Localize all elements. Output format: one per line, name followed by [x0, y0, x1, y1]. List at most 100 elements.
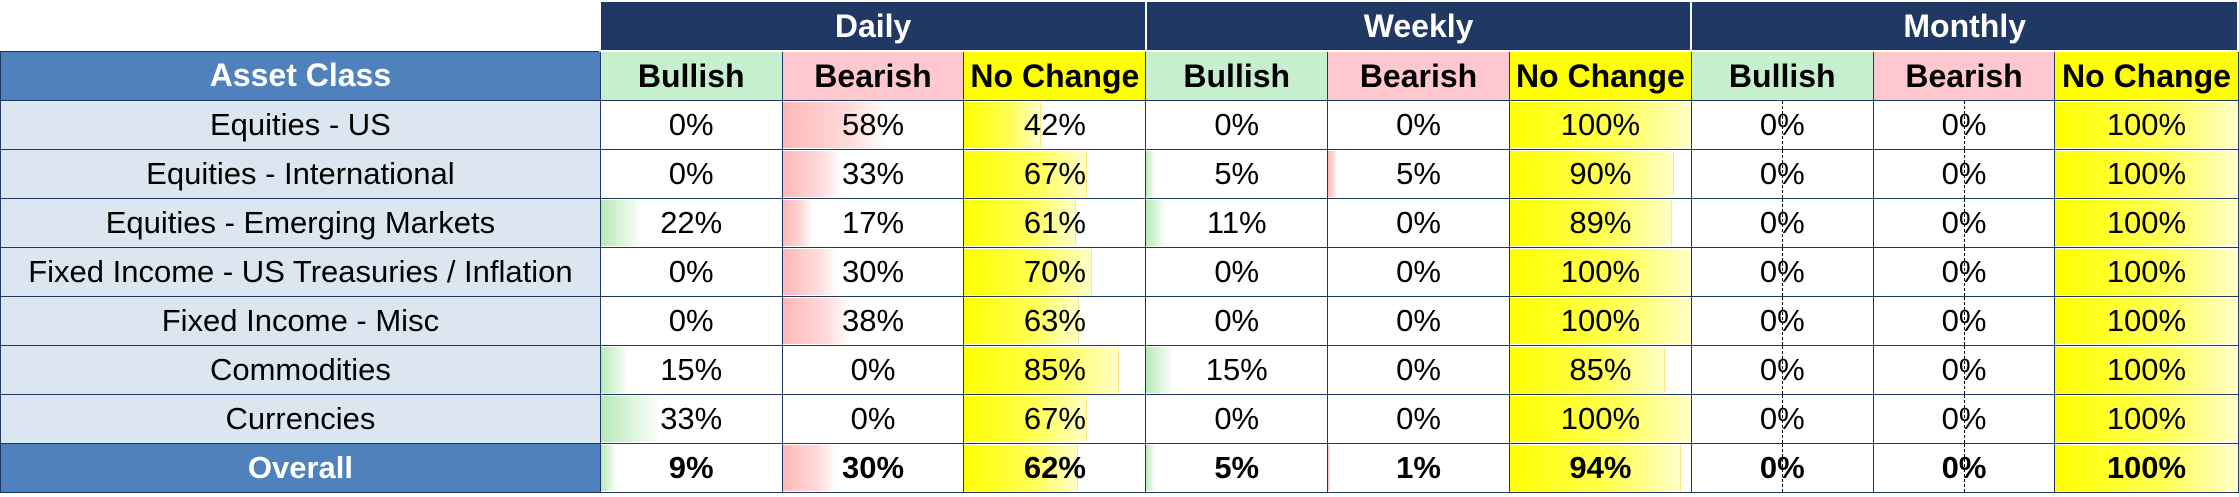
percent-value: 100%	[2106, 450, 2187, 485]
weekly-no-change-cell: 94%	[1508, 443, 1692, 493]
percent-value: 5%	[1396, 156, 1441, 191]
data-bar-axis	[1782, 395, 1784, 443]
monthly-bearish-header: Bearish	[1872, 50, 2056, 101]
percent-value: 0%	[1941, 450, 1987, 485]
daily-bullish-cell: 0%	[599, 149, 783, 199]
daily-no-change-cell: 67%	[963, 394, 1147, 444]
bullish-data-bar	[1146, 445, 1156, 491]
percent-value: 0%	[850, 352, 896, 387]
percent-value: 90%	[1569, 156, 1632, 191]
no-change-data-bar	[964, 102, 1042, 148]
percent-value: 0%	[1759, 303, 1805, 338]
monthly-no-change-cell: 100%	[2054, 100, 2239, 150]
percent-value: 0%	[1759, 450, 1805, 485]
bearish-data-bar	[1328, 151, 1338, 197]
percent-value: 0%	[668, 303, 714, 338]
percent-value: 5%	[1214, 450, 1260, 485]
daily-bullish-cell: 9%	[599, 443, 783, 493]
weekly-no-change-header: No Change	[1508, 50, 1692, 101]
monthly-bullish-cell: 0%	[1690, 394, 1874, 444]
percent-value: 100%	[2106, 254, 2187, 289]
asset-row: Equities - Emerging Markets 22% 17% 61% 11% 0…	[0, 198, 2239, 248]
percent-value: 0%	[668, 254, 714, 289]
monthly-bearish-cell: 0%	[1872, 394, 2056, 444]
period-header-weekly: Weekly	[1144, 0, 1693, 52]
percent-value: 100%	[1560, 107, 1641, 142]
percent-value: 100%	[1560, 254, 1641, 289]
percent-value: 0%	[1759, 401, 1805, 436]
percent-value: 22%	[660, 205, 723, 240]
no-change-data-bar	[2055, 445, 2237, 491]
percent-value: 0%	[1941, 352, 1987, 387]
percent-value: 100%	[1560, 303, 1641, 338]
percent-value: 100%	[1560, 401, 1641, 436]
bearish-data-bar	[783, 200, 814, 246]
period-header-monthly: Monthly	[1690, 0, 2239, 52]
percent-value: 0%	[1396, 401, 1441, 436]
asset-row: Equities - US 0% 58% 42% 0% 0% 100% 0% 0% 100%	[0, 100, 2239, 150]
percent-value: 0%	[1759, 205, 1805, 240]
percent-value: 85%	[1569, 352, 1632, 387]
daily-bullish-cell: 0%	[599, 247, 783, 297]
no-change-data-bar	[964, 396, 1087, 442]
monthly-bullish-cell: 0%	[1690, 100, 1874, 150]
weekly-no-change-cell: 85%	[1508, 345, 1692, 395]
daily-bearish-cell: 30%	[781, 247, 965, 297]
daily-no-change-cell: 70%	[963, 247, 1147, 297]
percent-value: 33%	[660, 401, 723, 436]
weekly-bearish-cell: 0%	[1327, 394, 1510, 444]
weekly-bullish-cell: 5%	[1145, 443, 1329, 493]
no-change-data-bar	[1510, 102, 1691, 148]
monthly-bearish-cell: 0%	[1872, 443, 2056, 493]
weekly-bearish-cell: 5%	[1327, 149, 1510, 199]
daily-bearish-cell: 17%	[781, 198, 965, 248]
bearish-data-bar	[783, 249, 837, 295]
monthly-no-change-cell: 100%	[2054, 345, 2239, 395]
daily-bullish-cell: 15%	[599, 345, 783, 395]
daily-no-change-cell: 63%	[963, 296, 1147, 346]
no-change-data-bar	[2055, 151, 2237, 197]
no-change-data-bar	[2055, 102, 2237, 148]
weekly-no-change-cell: 100%	[1508, 394, 1692, 444]
asset-class-name: Equities - International	[0, 149, 601, 199]
weekly-bullish-cell: 5%	[1145, 149, 1329, 199]
percent-value: 100%	[2106, 205, 2187, 240]
percent-value: 0%	[1941, 156, 1987, 191]
percent-value: 5%	[1214, 156, 1260, 191]
percent-value: 0%	[1396, 254, 1441, 289]
no-change-data-bar	[1510, 249, 1691, 295]
no-change-data-bar	[964, 347, 1120, 393]
percent-value: 15%	[660, 352, 723, 387]
bearish-data-bar	[783, 102, 888, 148]
percent-value: 15%	[1205, 352, 1268, 387]
weekly-bearish-cell: 1%	[1327, 443, 1510, 493]
monthly-bearish-cell: 0%	[1872, 345, 2056, 395]
no-change-data-bar	[964, 249, 1093, 295]
percent-value: 0%	[1759, 254, 1805, 289]
data-bar-axis	[1782, 346, 1784, 394]
weekly-no-change-cell: 90%	[1508, 149, 1692, 199]
monthly-no-change-cell: 100%	[2054, 149, 2239, 199]
percent-value: 0%	[1941, 401, 1987, 436]
percent-value: 1%	[1396, 450, 1441, 485]
monthly-bullish-cell: 0%	[1690, 149, 1874, 199]
data-bar-axis	[1964, 346, 1966, 394]
percent-value: 61%	[1023, 205, 1086, 240]
weekly-bullish-cell: 11%	[1145, 198, 1329, 248]
overall-row: Overall 9% 30% 62% 5% 1% 94% 0% 0% 100%	[0, 443, 2239, 493]
daily-bearish-cell: 0%	[781, 394, 965, 444]
no-change-data-bar	[1510, 396, 1691, 442]
percent-value: 67%	[1023, 401, 1086, 436]
weekly-bullish-cell: 0%	[1145, 394, 1329, 444]
percent-value: 100%	[2106, 107, 2187, 142]
weekly-no-change-cell: 89%	[1508, 198, 1692, 248]
percent-value: 9%	[668, 450, 714, 485]
bearish-data-bar	[783, 151, 843, 197]
asset-class-name: Equities - Emerging Markets	[0, 198, 601, 248]
data-bar-axis	[1782, 199, 1784, 247]
no-change-data-bar	[964, 200, 1076, 246]
daily-bearish-cell: 58%	[781, 100, 965, 150]
weekly-bearish-cell: 0%	[1327, 100, 1510, 150]
no-change-data-bar	[2055, 200, 2237, 246]
monthly-no-change-cell: 100%	[2054, 296, 2239, 346]
